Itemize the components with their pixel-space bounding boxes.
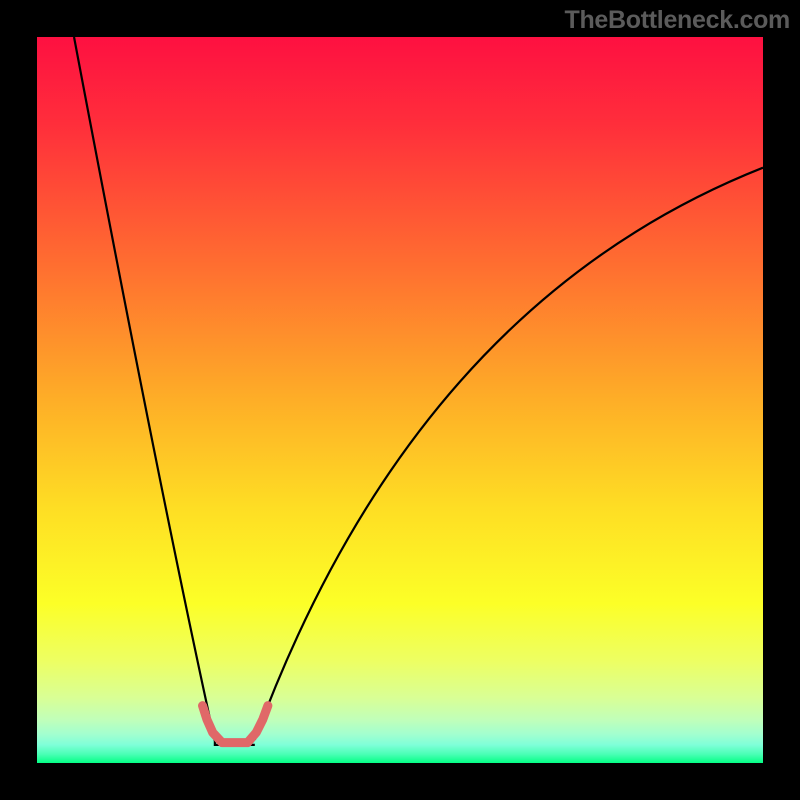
plot-area xyxy=(37,37,763,763)
curve-left-branch xyxy=(74,37,255,745)
watermark-text: TheBottleneck.com xyxy=(564,6,790,35)
valley-highlight-marker xyxy=(203,706,268,743)
chart-frame: TheBottleneck.com xyxy=(0,0,800,800)
curve-right-branch xyxy=(255,168,763,740)
bottleneck-curve-svg xyxy=(37,37,763,763)
